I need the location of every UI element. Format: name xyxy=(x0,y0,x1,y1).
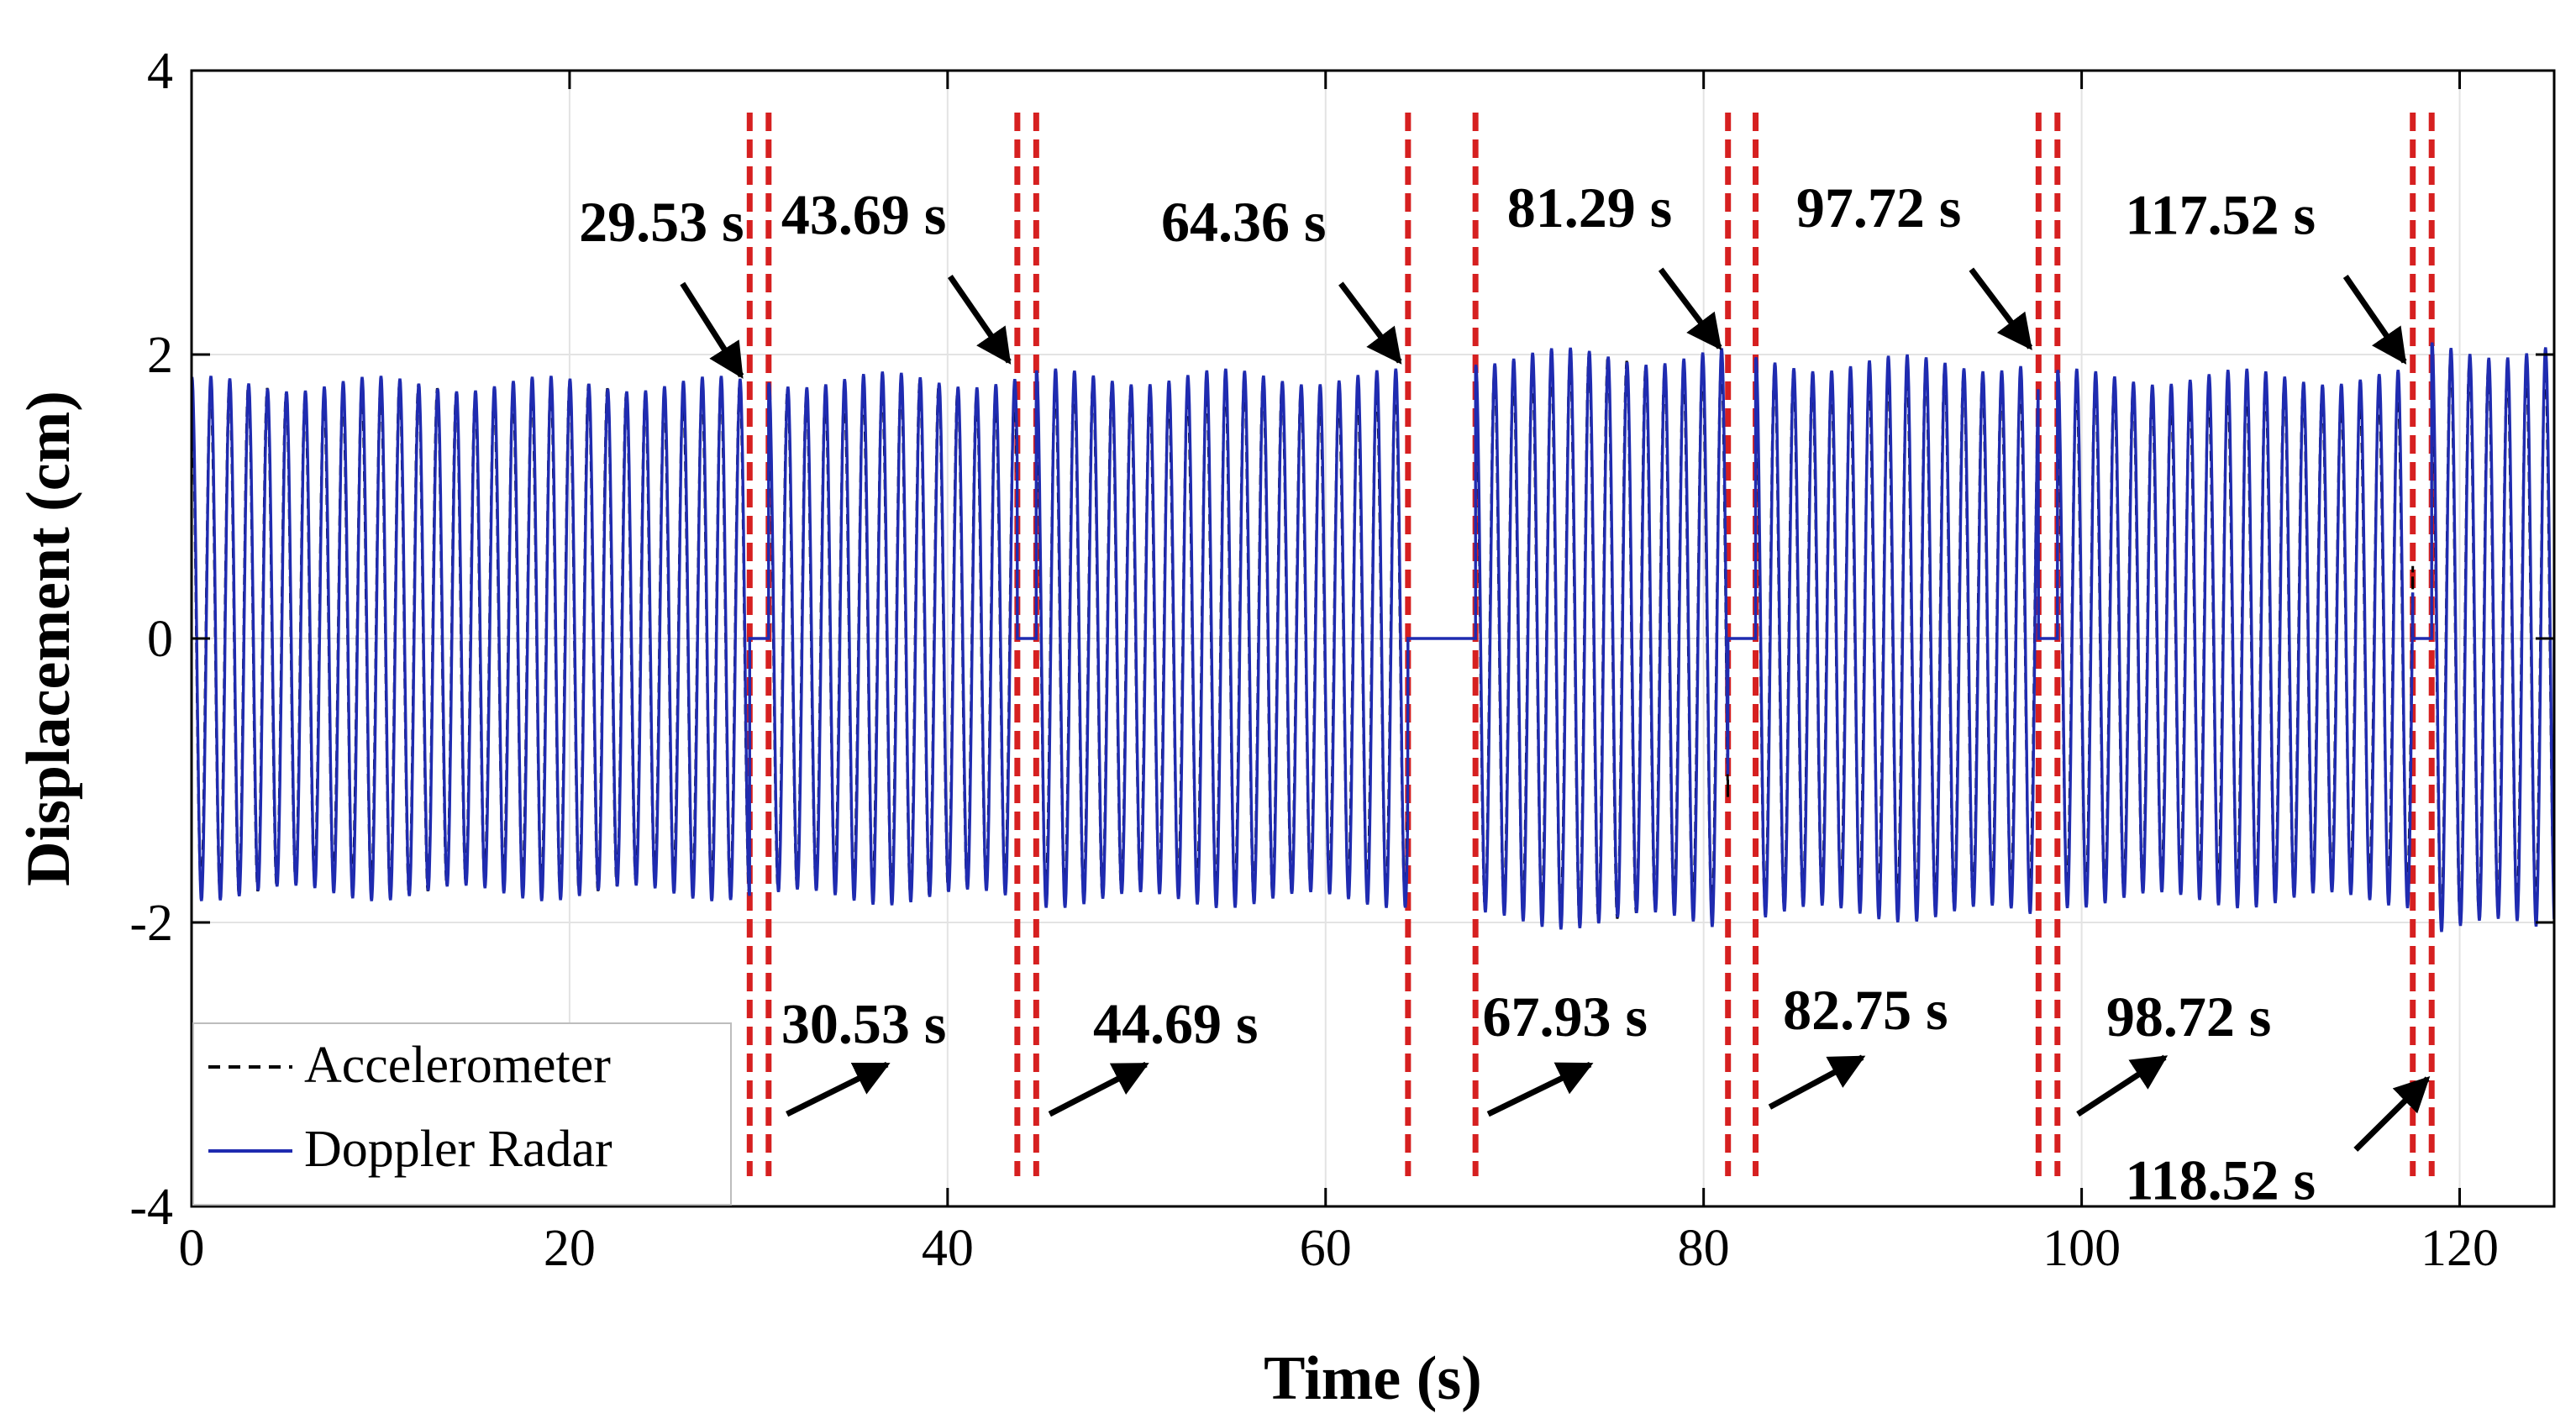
legend-box xyxy=(192,1022,732,1206)
annotation-arrow xyxy=(680,281,744,379)
annotation-label: 64.36 s xyxy=(1161,190,1326,254)
event-markers xyxy=(746,113,2435,1176)
annotation-arrow xyxy=(2076,1054,2169,1117)
annotation-label: 29.53 s xyxy=(579,190,744,254)
annotation-arrow xyxy=(2353,1075,2431,1152)
annotation-label: 117.52 s xyxy=(2125,182,2316,246)
series-group xyxy=(192,342,2554,933)
ticks: 0 20 40 60 80 100 120 -4 -2 0 2 4 xyxy=(129,43,2554,1277)
legend-label-accelerometer: Accelerometer xyxy=(304,1037,611,1094)
y-tick-label: 2 xyxy=(147,327,173,384)
legend-label-doppler-radar: Doppler Radar xyxy=(304,1121,612,1178)
annotation-label: 97.72 s xyxy=(1796,176,1961,239)
x-tick-label: 100 xyxy=(2042,1220,2121,1277)
annotation-label: 44.69 s xyxy=(1093,992,1258,1056)
annotation-arrow xyxy=(1658,267,1722,350)
legend: Accelerometer Doppler Radar xyxy=(192,1022,732,1206)
annotation-arrow xyxy=(1768,1054,1866,1110)
y-tick-label: 4 xyxy=(147,43,173,100)
annotation-label: 30.53 s xyxy=(781,992,946,1056)
series-line-doppler-radar xyxy=(192,342,2554,933)
x-tick-label: 20 xyxy=(544,1220,596,1277)
annotation-arrow xyxy=(1338,281,1402,365)
annotation-arrow xyxy=(947,275,1012,365)
x-tick-label: 0 xyxy=(179,1220,205,1277)
x-tick-label: 60 xyxy=(1300,1220,1352,1277)
annotation-label: 43.69 s xyxy=(781,182,946,246)
y-tick-label: 0 xyxy=(147,611,173,668)
annotation-arrow xyxy=(2342,275,2407,365)
annotation-arrow xyxy=(786,1061,891,1117)
x-tick-label: 120 xyxy=(2421,1220,2499,1277)
y-axis-title: Displacement (cm) xyxy=(14,391,83,886)
y-tick-label: -2 xyxy=(129,895,173,952)
annotation-label: 118.52 s xyxy=(2125,1148,2316,1212)
annotation-arrow xyxy=(1048,1061,1149,1117)
annotation-arrow xyxy=(1486,1061,1594,1117)
annotation-label: 81.29 s xyxy=(1507,176,1672,239)
annotations: 29.53 s 43.69 s 64.36 s 81.29 s 97.72 s 117.5… xyxy=(579,176,2431,1212)
x-axis-title: Time (s) xyxy=(1264,1344,1482,1413)
y-tick-label: -4 xyxy=(129,1179,173,1236)
annotation-label: 82.75 s xyxy=(1783,978,1948,1042)
annotation-arrow xyxy=(1969,267,2033,350)
annotation-label: 98.72 s xyxy=(2106,985,2271,1048)
annotation-label: 67.93 s xyxy=(1482,985,1647,1048)
x-tick-label: 40 xyxy=(922,1220,974,1277)
x-tick-label: 80 xyxy=(1678,1220,1730,1277)
